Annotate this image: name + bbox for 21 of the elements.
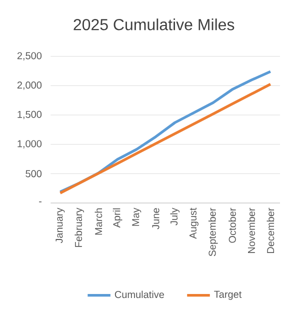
- x-tick-label: April: [112, 208, 122, 228]
- y-tick-label: -: [39, 201, 42, 202]
- x-tick-label: August: [190, 208, 198, 239]
- x-tick-label: December: [266, 208, 274, 254]
- legend-label: Target: [214, 290, 242, 300]
- x-tick-label: January: [56, 208, 65, 244]
- y-tick-label: 2,000: [17, 82, 42, 90]
- x-tick-label: May: [132, 208, 142, 226]
- y-tick-label: 1,000: [18, 140, 42, 148]
- y-tick-label: 2,500: [17, 52, 42, 60]
- x-tick-label: September: [208, 208, 218, 256]
- x-tick-label: February: [74, 208, 84, 247]
- x-tick-label: October: [228, 208, 236, 243]
- x-tick-label: November: [248, 208, 256, 254]
- legend-label: Cumulative: [114, 290, 164, 298]
- x-tick-label: July: [170, 208, 180, 226]
- y-tick-label: 500: [26, 170, 42, 178]
- x-tick-label: June: [152, 208, 160, 230]
- chart-title: 2025 Cumulative Miles: [74, 18, 234, 30]
- y-tick-label: 1,500: [18, 110, 42, 120]
- x-tick-label: March: [94, 208, 102, 235]
